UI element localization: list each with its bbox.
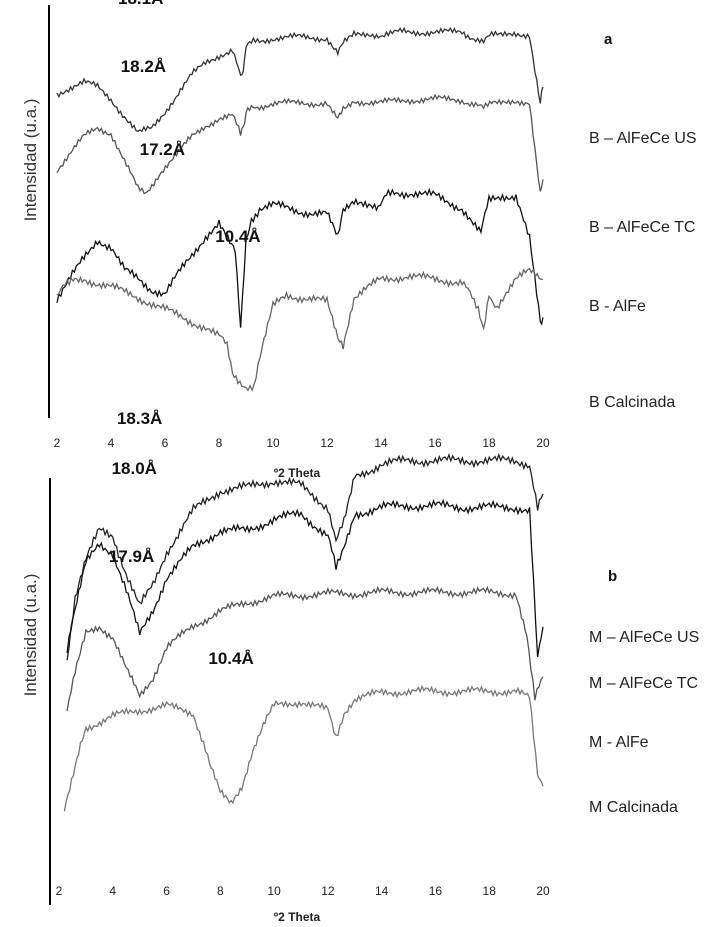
panel-a-x-axis-label: º2 Theta [274, 466, 321, 480]
series-line [66, 585, 544, 712]
series-3: 17.9Å M - AlFe [66, 547, 649, 751]
legend-entry: B - AlFe [589, 298, 646, 315]
x-tick-label: 6 [162, 436, 169, 450]
x-tick-label: 12 [321, 884, 335, 898]
panel-b-letter: b [608, 568, 617, 585]
x-tick-label: 16 [429, 884, 443, 898]
x-tick-label: 14 [375, 884, 389, 898]
x-tick-label: 16 [428, 436, 442, 450]
peak-label: 17.2Å [140, 140, 185, 159]
peak-label: 10.4Å [208, 649, 253, 668]
series-3: 17.2Å B - AlFe [56, 140, 646, 328]
series-4: 10.4Å M Calcinada [63, 649, 678, 816]
panel-a-y-axis-label: Intensidad (u.a.) [21, 99, 40, 222]
panel-a: Intensidad (u.a.) a º2 Theta 2 4 6 8 10 12 14 1… [21, 0, 697, 480]
series-1: 18.1Å B – AlFeCe US [56, 0, 697, 147]
legend-entry: M – AlFeCe TC [589, 675, 698, 692]
series-4: 10.4Å B Calcinada [56, 227, 675, 411]
peak-label: 18.1Å [118, 0, 163, 8]
x-tick-label: 4 [109, 884, 116, 898]
legend-entry: B – AlFeCe TC [589, 219, 695, 236]
peak-label: 18.0Å [112, 459, 157, 478]
series-line [56, 26, 544, 133]
x-tick-label: 6 [163, 884, 170, 898]
legend-entry: M Calcinada [589, 799, 678, 816]
x-tick-label: 2 [56, 884, 63, 898]
peak-label: 18.3Å [117, 409, 162, 428]
series-1: 18.3Å M – AlFeCe US [66, 409, 699, 661]
series-line [56, 267, 544, 392]
series-line [63, 684, 544, 812]
panel-b: Intensidad (u.a.) b º2 Theta 2 4 6 8 10 12 14 1… [21, 409, 699, 924]
legend-entry: B Calcinada [589, 394, 675, 411]
panel-b-x-ticks: 2 4 6 8 10 12 14 16 18 20 [56, 884, 550, 898]
series-line [56, 93, 544, 195]
x-tick-label: 12 [320, 436, 334, 450]
series-line [66, 452, 544, 661]
series-line [66, 498, 544, 658]
panel-a-letter: a [604, 31, 613, 48]
legend-entry: M - AlFe [589, 734, 649, 751]
panel-b-y-axis-label: Intensidad (u.a.) [21, 574, 40, 697]
x-tick-label: 18 [482, 436, 496, 450]
x-tick-label: 10 [266, 436, 280, 450]
x-tick-label: 20 [536, 884, 550, 898]
series-2: 18.0Å M – AlFeCe TC [66, 459, 698, 692]
x-tick-label: 18 [483, 884, 497, 898]
x-tick-label: 2 [54, 436, 61, 450]
x-tick-label: 8 [217, 884, 224, 898]
panel-b-x-axis-label: º2 Theta [274, 910, 321, 924]
x-tick-label: 14 [374, 436, 388, 450]
series-line [56, 187, 544, 328]
x-tick-label: 20 [536, 436, 550, 450]
peak-label: 17.9Å [109, 547, 154, 566]
peak-label: 10.4Å [215, 227, 260, 246]
legend-entry: M – AlFeCe US [589, 629, 699, 646]
x-tick-label: 10 [267, 884, 281, 898]
x-tick-label: 8 [216, 436, 223, 450]
legend-entry: B – AlFeCe US [589, 130, 697, 147]
x-tick-label: 4 [108, 436, 115, 450]
panel-a-x-ticks: 2 4 6 8 10 12 14 16 18 20 [54, 436, 550, 450]
peak-label: 18.2Å [121, 57, 166, 76]
series-2: 18.2Å B – AlFeCe TC [56, 57, 695, 236]
